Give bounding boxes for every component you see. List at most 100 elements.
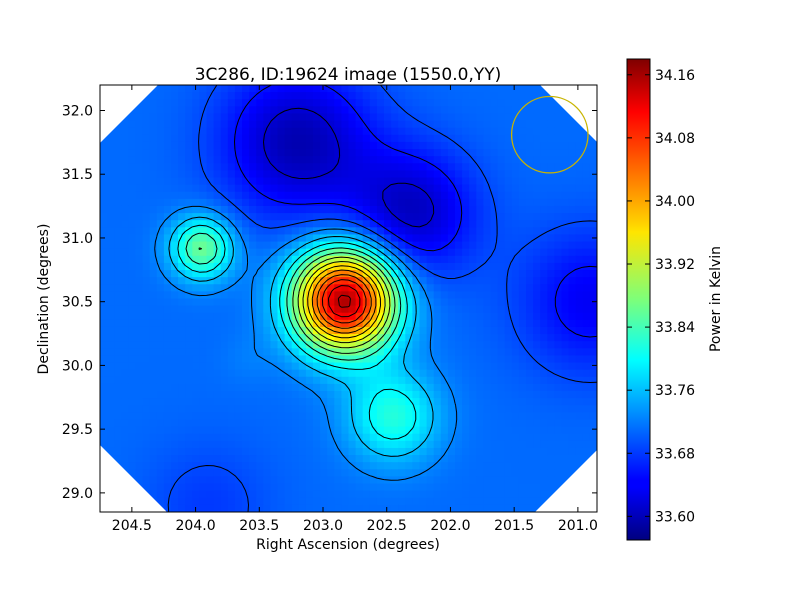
heatmap-cell xyxy=(440,227,449,236)
heatmap-cell xyxy=(568,298,577,307)
heatmap-cell xyxy=(298,270,307,278)
heatmap-cell xyxy=(234,92,243,100)
heatmap-cell xyxy=(469,362,477,371)
heatmap-cell xyxy=(483,113,492,122)
heatmap-cell xyxy=(213,85,222,93)
heatmap-cell xyxy=(426,369,435,378)
heatmap-cell xyxy=(334,284,342,292)
heatmap-cell xyxy=(206,255,215,264)
heatmap-cell xyxy=(199,419,208,428)
heatmap-cell xyxy=(256,177,264,186)
heatmap-cell xyxy=(121,348,129,357)
heatmap-cell xyxy=(540,213,548,221)
heatmap-cell xyxy=(263,405,271,413)
heatmap-cell xyxy=(497,255,506,264)
heatmap-cell xyxy=(483,497,492,506)
heatmap-cell xyxy=(199,205,208,214)
heatmap-cell xyxy=(497,177,506,186)
heatmap-cell xyxy=(433,341,442,349)
heatmap-cell xyxy=(334,334,342,342)
heatmap-cell xyxy=(582,191,591,200)
heatmap-cell xyxy=(249,433,257,442)
heatmap-cell xyxy=(114,319,122,328)
heatmap-cell xyxy=(284,433,293,442)
heatmap-cell xyxy=(171,305,179,314)
heatmap-cell xyxy=(185,391,193,399)
heatmap-cell xyxy=(547,398,555,406)
heatmap-cell xyxy=(391,120,399,129)
heatmap-cell xyxy=(156,284,165,292)
heatmap-cell xyxy=(433,447,442,456)
heatmap-cell xyxy=(533,270,541,278)
heatmap-cell xyxy=(277,99,286,107)
heatmap-cell xyxy=(298,227,307,236)
heatmap-cell xyxy=(540,497,548,506)
heatmap-cell xyxy=(391,504,399,512)
heatmap-cell xyxy=(149,277,158,285)
heatmap-cell xyxy=(185,476,193,485)
heatmap-cell xyxy=(178,241,186,250)
heatmap-cell xyxy=(149,412,158,421)
heatmap-cell xyxy=(327,205,335,214)
heatmap-cell xyxy=(426,433,435,442)
heatmap-cell xyxy=(142,163,151,171)
heatmap-cell xyxy=(405,476,413,485)
heatmap-cell xyxy=(476,419,484,428)
heatmap-cell xyxy=(277,270,286,278)
heatmap-cell xyxy=(305,127,314,136)
heatmap-cell xyxy=(327,262,335,271)
heatmap-cell xyxy=(540,170,548,179)
heatmap-cell xyxy=(533,184,541,193)
heatmap-cell xyxy=(185,191,193,200)
heatmap-cell xyxy=(320,92,328,100)
heatmap-cell xyxy=(128,205,137,214)
heatmap-cell xyxy=(142,120,151,129)
heatmap-cell xyxy=(384,455,392,463)
heatmap-cell xyxy=(142,383,151,392)
heatmap-cell xyxy=(213,241,222,250)
heatmap-cell xyxy=(348,426,357,435)
heatmap-cell xyxy=(490,433,499,442)
heatmap-cell xyxy=(469,469,477,478)
heatmap-cell xyxy=(107,177,115,186)
heatmap-cell xyxy=(398,405,406,413)
heatmap-cell xyxy=(156,497,165,506)
heatmap-cell xyxy=(362,99,371,107)
heatmap-cell xyxy=(142,262,151,271)
heatmap-cell xyxy=(128,348,137,357)
heatmap-cell xyxy=(234,362,243,371)
heatmap-cell xyxy=(384,298,392,307)
heatmap-cell xyxy=(497,462,506,470)
heatmap-cell xyxy=(355,106,364,115)
heatmap-cell xyxy=(419,270,428,278)
heatmap-cell xyxy=(256,326,264,335)
heatmap-cell xyxy=(376,369,385,378)
heatmap-cell xyxy=(220,348,229,357)
heatmap-cell xyxy=(270,391,279,399)
heatmap-cell xyxy=(334,298,342,307)
heatmap-cell xyxy=(561,248,570,257)
heatmap-cell xyxy=(433,120,442,129)
heatmap-cell xyxy=(533,447,541,456)
heatmap-cell xyxy=(121,405,129,413)
heatmap-cell xyxy=(348,369,357,378)
heatmap-cell xyxy=(327,213,335,221)
heatmap-cell xyxy=(334,227,342,236)
heatmap-cell xyxy=(305,270,314,278)
heatmap-cell xyxy=(263,262,271,271)
heatmap-cell xyxy=(185,355,193,364)
heatmap-cell xyxy=(263,248,271,257)
heatmap-cell xyxy=(313,163,321,171)
heatmap-cell xyxy=(213,198,222,207)
heatmap-cell xyxy=(178,198,186,207)
heatmap-cell xyxy=(440,483,449,492)
heatmap-cell xyxy=(206,205,215,214)
heatmap-cell xyxy=(220,255,229,264)
heatmap-cell xyxy=(469,163,477,171)
heatmap-cell xyxy=(171,341,179,349)
heatmap-cell xyxy=(533,362,541,371)
heatmap-cell xyxy=(142,291,151,300)
heatmap-cell xyxy=(348,405,357,413)
heatmap-cell xyxy=(412,241,421,250)
heatmap-cell xyxy=(149,305,158,314)
